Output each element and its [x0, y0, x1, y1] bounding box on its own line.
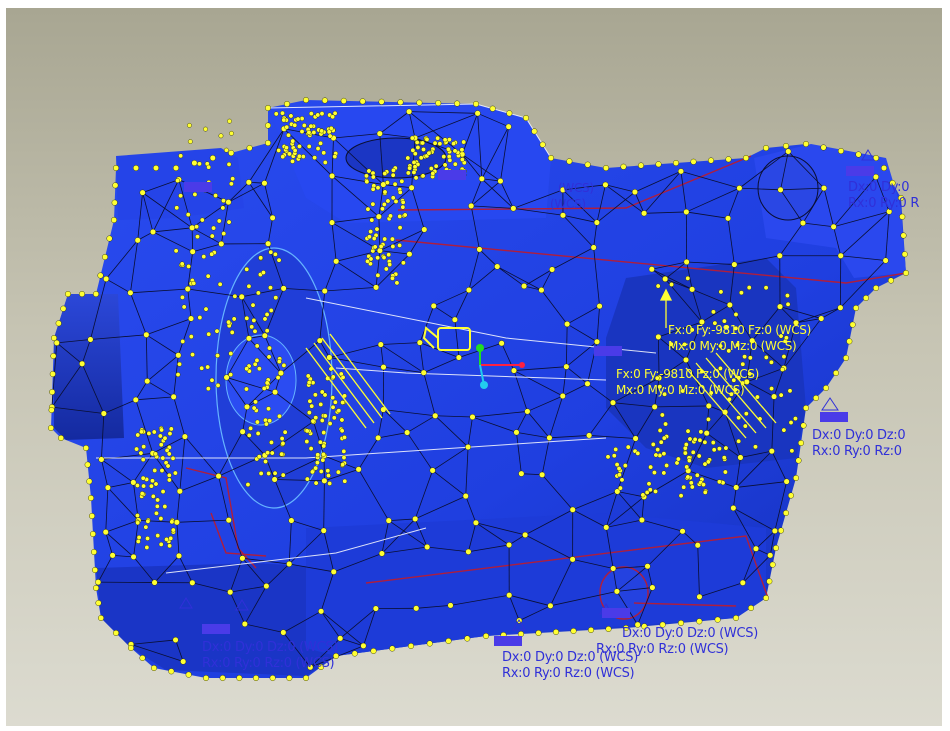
body-bottom-left-block[interactable]: [96, 563, 336, 676]
part-body[interactable]: [51, 100, 906, 678]
constraint-tag-bottom-right[interactable]: [602, 608, 630, 618]
constraint-label-bottom-center[interactable]: Dx:0 Dy:0 Dz:0 (WCS) Rx:0 Ry:0 Rz:0 (WCS…: [502, 650, 638, 682]
constraint-bottom-center-line2: Rx:0 Ry:0 Rz:0 (WCS): [502, 666, 635, 681]
load-label-4: Mx:0 My:0 Mz:0 (WCS): [616, 383, 745, 397]
shelf-pocket: [345, 137, 447, 179]
constraint-tag-top-right[interactable]: [846, 166, 874, 176]
constraint-right-line1: Dx:0 Dy:0 Dz:0: [812, 428, 906, 443]
constraint-bottom-left-line2: Rx:0 Ry:0 Rz:0 (WCS): [202, 656, 335, 671]
mesh-nodes: [48, 96, 910, 682]
bore-bottom: [599, 566, 649, 620]
mesh-wireframe: [51, 111, 890, 668]
feature-edges: [185, 155, 907, 607]
constraint-top-right-line2: Rx:0 Ry:0 R: [848, 196, 920, 211]
fem-model-scene[interactable]: [6, 8, 942, 726]
constraint-bottom-left-line1: Dx:0 Dy:0 Dz:0 (WCS): [202, 640, 338, 655]
constraint-tag-mid-right[interactable]: [594, 346, 622, 356]
constraint-top-center-line1: (WCS): [558, 181, 594, 195]
load-labels[interactable]: Fx:0 Fy:-9810 Fz:0 (WCS) Mx:0 My:0 Mz:0 …: [668, 322, 811, 354]
load-label-2: Mx:0 My:0 Mz:0 (WCS): [668, 339, 797, 353]
constraint-right-line2: Rx:0 Ry:0 Rz:0: [812, 444, 902, 459]
constraint-label-bottom-right[interactable]: Dx:0 Dy:0 Dz:0 (WCS) Rx:0 Ry:0 Rz:0 (WCS…: [596, 626, 758, 658]
bore-top-right: [757, 155, 819, 221]
load-label-1: Fx:0 Fy:-9810 Fz:0 (WCS): [668, 323, 811, 337]
constraint-label-top-right[interactable]: Dx:0 Dy:0 Rx:0 Ry:0 R: [848, 180, 919, 212]
constraint-top-right-line1: Dx:0 Dy:0: [848, 180, 910, 195]
constraint-label-top-center[interactable]: (WCS) (WCS): [550, 180, 594, 212]
load-arrows: [305, 288, 777, 439]
constraint-tag-bottom-center[interactable]: [494, 636, 522, 646]
constraint-tag-bottom-left[interactable]: [202, 624, 230, 634]
constraint-tag-top-center[interactable]: [438, 170, 466, 180]
bore-left-inner: [225, 334, 297, 426]
constraint-bottom-right-line1: Dx:0 Dy:0 Dz:0 (WCS): [622, 626, 758, 641]
csys-triad-icon[interactable]: [422, 326, 525, 389]
constraint-tag-right[interactable]: [820, 412, 848, 422]
constraint-label-bottom-left[interactable]: Dx:0 Dy:0 Dz:0 (WCS) Rx:0 Ry:0 Rz:0 (WCS…: [202, 640, 338, 672]
load-label-3: Fx:0 Fy:-9810 Fz:0 (WCS): [616, 367, 759, 381]
curved-features: [215, 137, 819, 620]
body-lower-face[interactable]: [306, 513, 766, 656]
graphics-viewport[interactable]: (WCS) (WCS) Dx:0 Dy:0 Rx:0 Ry:0 R Dx:0 D…: [6, 8, 942, 726]
body-left-block[interactable]: [54, 294, 124, 440]
constraint-bottom-right-line2: Rx:0 Ry:0 Rz:0 (WCS): [596, 642, 729, 657]
constraint-top-center-line2: (WCS): [550, 197, 586, 211]
constraint-bottom-center-line1: Dx:0 Dy:0 Dz:0 (WCS): [502, 650, 638, 665]
constraint-tag-top-left[interactable]: [184, 182, 212, 192]
constraint-label-right[interactable]: Dx:0 Dy:0 Dz:0 Rx:0 Ry:0 Rz:0: [812, 428, 906, 460]
load-labels-lower[interactable]: Fx:0 Fy:-9810 Fz:0 (WCS) Mx:0 My:0 Mz:0 …: [616, 366, 759, 398]
